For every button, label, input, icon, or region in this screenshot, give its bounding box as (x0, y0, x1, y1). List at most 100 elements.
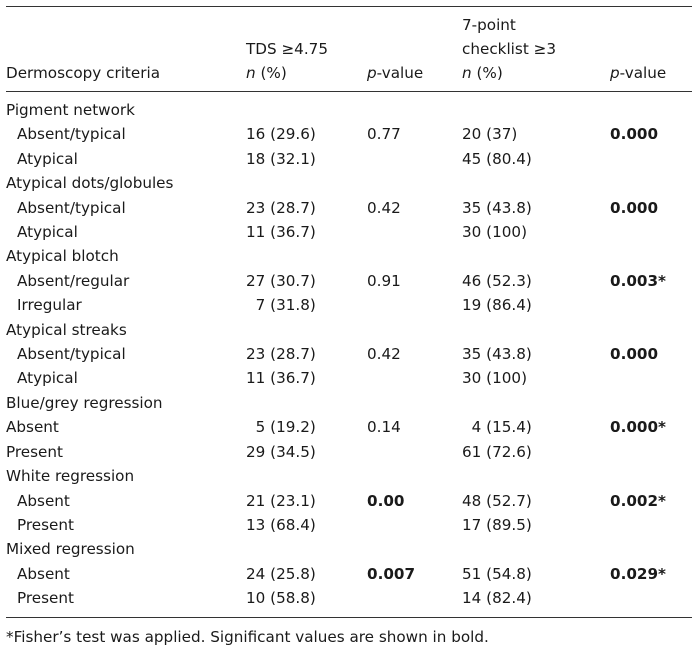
tds-value: 11 (36.7) (246, 369, 316, 388)
criterion-label: Absent/regular (17, 271, 130, 290)
table-header: Dermoscopy criteria TDS ≥4.75 n (%) p-va… (6, 6, 692, 92)
checklist-p-value: 0.002* (610, 491, 666, 510)
checklist-p-value (610, 366, 692, 390)
criterion-label: Atypical (17, 149, 78, 168)
category-row: Blue/grey regression (6, 391, 692, 415)
tds-value: 18 (32.1) (246, 149, 316, 168)
tds-value: 13 (68.4) (246, 515, 316, 534)
criterion-label: Present (6, 442, 63, 461)
criterion-label: Atypical (17, 369, 78, 388)
category-row: White regression (6, 464, 692, 488)
tds-p-value: 0.91 (367, 271, 401, 290)
table-row: Present 13 (68.4) 17 (89.5) (6, 513, 692, 537)
checklist-value: 19 (86.4) (462, 296, 532, 315)
checklist-value: 46 (52.3) (462, 271, 532, 290)
category-label: Atypical blotch (6, 247, 119, 266)
checklist-value: 48 (52.7) (462, 491, 532, 510)
checklist-p-value: 0.029* (610, 564, 666, 583)
table-container: Dermoscopy criteria TDS ≥4.75 n (%) p-va… (6, 0, 692, 648)
category-row: Pigment network (6, 92, 692, 123)
table-row: Absent/regular 27 (30.7) 0.91 46 (52.3) 0.00… (6, 269, 692, 293)
table-row: Absent 21 (23.1) 0.00 48 (52.7) 0.002* (6, 489, 692, 513)
tds-value: 11 (36.7) (246, 223, 316, 242)
table-row: Absent 24 (25.8) 0.007 51 (54.8) 0.029* (6, 562, 692, 586)
table-row: Atypical 11 (36.7) 30 (100) (6, 366, 692, 390)
category-row: Atypical streaks (6, 318, 692, 342)
criterion-label: Present (17, 589, 74, 608)
tds-p-value (367, 586, 462, 617)
criterion-label: Present (17, 515, 74, 534)
checklist-value: 61 (72.6) (462, 442, 532, 461)
table-row: Atypical 18 (32.1) 45 (80.4) (6, 147, 692, 171)
category-row: Atypical blotch (6, 244, 692, 268)
tds-p-value (367, 513, 462, 537)
category-label: Atypical streaks (6, 320, 127, 339)
category-label: Blue/grey regression (6, 393, 163, 412)
table-row: Absent/typical 23 (28.7) 0.42 35 (43.8) 0.00… (6, 196, 692, 220)
checklist-p-value (610, 440, 692, 464)
checklist-p-value (610, 513, 692, 537)
criterion-label: Absent (17, 564, 70, 583)
category-row: Atypical dots/globules (6, 171, 692, 195)
checklist-value: 35 (43.8) (462, 198, 532, 217)
checklist-p-value: 0.003* (610, 271, 666, 290)
checklist-value: 35 (43.8) (462, 345, 532, 364)
table-row: Present 10 (58.8) 14 (82.4) (6, 586, 692, 617)
tds-p-value: 0.14 (367, 418, 401, 437)
tds-value: 23 (28.7) (246, 198, 316, 217)
tds-p-value (367, 293, 462, 317)
tds-value: 29 (34.5) (246, 442, 316, 461)
checklist-p-value (610, 220, 692, 244)
checklist-p-value (610, 147, 692, 171)
table-row: Absent/typical 23 (28.7) 0.42 35 (43.8) 0.00… (6, 342, 692, 366)
criterion-label: Absent (6, 418, 59, 437)
tds-p-value: 0.007 (367, 564, 416, 583)
checklist-value: 30 (100) (462, 223, 527, 242)
tds-p-value: 0.77 (367, 125, 401, 144)
checklist-p-value (610, 293, 692, 317)
tds-value: 27 (30.7) (246, 271, 316, 290)
checklist-value: 14 (82.4) (462, 589, 532, 608)
tds-value: 24 (25.8) (246, 564, 316, 583)
checklist-p-value: 0.000 (610, 198, 659, 217)
checklist-p-value (610, 586, 692, 617)
criterion-label: Absent (17, 491, 70, 510)
table-row: Absent/typical 16 (29.6) 0.77 20 (37) 0.000 (6, 122, 692, 146)
table-body: Pigment network Absent/typical 16 (29.6) 0.… (6, 92, 692, 618)
header-checklist-p: p-value (610, 64, 667, 82)
table-row: Absent 5 (19.2) 0.14 4 (15.4) 0.000* (6, 415, 692, 439)
checklist-value: 20 (37) (462, 125, 518, 144)
table-row: Irregular 7 (31.8) 19 (86.4) (6, 293, 692, 317)
criterion-label: Absent/typical (17, 198, 126, 217)
header-tds-p: p-value (367, 64, 424, 82)
tds-value: 10 (58.8) (246, 589, 316, 608)
criterion-label: Absent/typical (17, 125, 126, 144)
dermoscopy-table: Dermoscopy criteria TDS ≥4.75 n (%) p-va… (6, 6, 692, 618)
header-criteria: Dermoscopy criteria (6, 64, 160, 82)
table-row: Present 29 (34.5) 61 (72.6) (6, 440, 692, 464)
footnote: *Fisher’s test was applied. Significant … (6, 627, 489, 646)
tds-value: 21 (23.1) (246, 491, 316, 510)
checklist-value: 17 (89.5) (462, 515, 532, 534)
category-row: Mixed regression (6, 537, 692, 561)
tds-value: 16 (29.6) (246, 125, 316, 144)
header-tds: TDS ≥4.75 n (%) (246, 40, 328, 82)
checklist-value: 30 (100) (462, 369, 527, 388)
checklist-value: 51 (54.8) (462, 564, 532, 583)
tds-value: 23 (28.7) (246, 345, 316, 364)
criterion-label: Absent/typical (17, 345, 126, 364)
tds-p-value (367, 220, 462, 244)
category-label: Atypical dots/globules (6, 174, 174, 193)
tds-value: 5 (19.2) (246, 418, 316, 437)
checklist-p-value: 0.000 (610, 345, 659, 364)
tds-p-value: 0.42 (367, 345, 401, 364)
category-label: Pigment network (6, 101, 135, 119)
criterion-label: Irregular (17, 296, 82, 315)
tds-p-value (367, 440, 462, 464)
tds-p-value (367, 147, 462, 171)
tds-value: 7 (31.8) (246, 296, 316, 315)
checklist-p-value: 0.000 (610, 125, 659, 144)
checklist-value: 45 (80.4) (462, 149, 532, 168)
category-label: White regression (6, 467, 135, 486)
criterion-label: Atypical (17, 223, 78, 242)
